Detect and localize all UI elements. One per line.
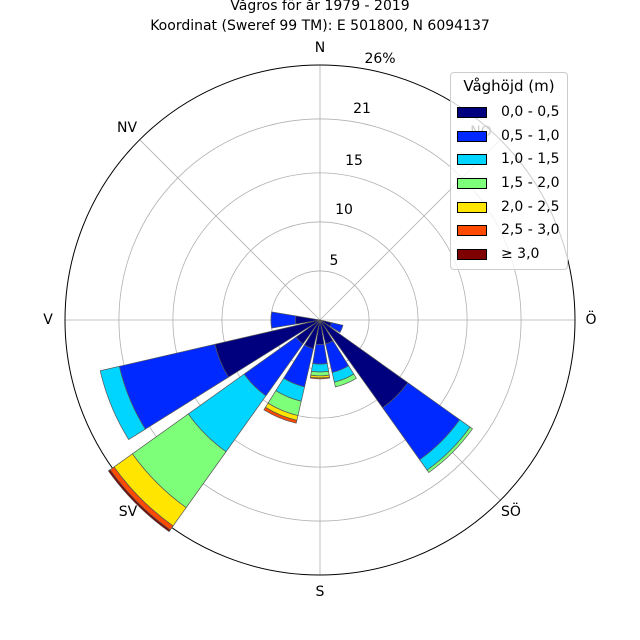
legend-label: 1,0 - 1,5 xyxy=(501,151,560,167)
chart-subtitle: Koordinat (Sweref 99 TM): E 501800, N 60… xyxy=(150,18,490,34)
legend-item: 2,0 - 2,5 xyxy=(457,199,567,219)
legend-label: 1,5 - 2,0 xyxy=(501,175,560,191)
grid-spoke xyxy=(139,139,321,321)
legend-item: ≥ 3,0 xyxy=(457,246,567,266)
rose-bar-segment xyxy=(107,469,171,533)
direction-label: SV xyxy=(119,504,138,520)
rose-bar-segment xyxy=(270,311,297,329)
legend-swatch xyxy=(457,202,487,213)
rose-bar-segment xyxy=(333,373,357,388)
outer-circle xyxy=(64,64,576,576)
legend-label: 0,5 - 1,0 xyxy=(501,128,560,144)
legend-label: 0,0 - 0,5 xyxy=(501,104,560,120)
rose-bar-segment xyxy=(309,376,331,380)
rose-bar-segment xyxy=(329,322,344,333)
direction-label: S xyxy=(316,584,325,600)
direction-label: SÖ xyxy=(501,502,521,520)
legend-item: 1,5 - 2,0 xyxy=(457,175,567,195)
legend-swatch xyxy=(457,154,487,165)
direction-label: V xyxy=(43,312,53,328)
legend: Våghöjd (m) 0,0 - 0,5 0,5 - 1,0 1,0 - 1,… xyxy=(450,72,568,270)
legend-title: Våghöjd (m) xyxy=(463,77,555,95)
rose-bar-segment xyxy=(426,426,473,473)
legend-swatch xyxy=(457,107,487,118)
legend-label: ≥ 3,0 xyxy=(501,246,540,262)
legend-item: 0,5 - 1,0 xyxy=(457,128,567,148)
legend-item: 2,5 - 3,0 xyxy=(457,222,567,242)
rose-bar-segment xyxy=(312,343,328,365)
rose-bar-segment xyxy=(263,406,298,424)
radial-tick-label: 26% xyxy=(364,51,395,67)
rose-bar-segment xyxy=(311,363,329,373)
legend-item: 1,0 - 1,5 xyxy=(457,151,567,171)
radial-tick-label: 5 xyxy=(330,253,339,269)
legend-label: 2,0 - 2,5 xyxy=(501,199,560,215)
legend-swatch xyxy=(457,131,487,142)
direction-label: N xyxy=(315,40,325,56)
legend-swatch xyxy=(457,225,487,236)
legend-swatch xyxy=(457,249,487,260)
radial-tick-label: 21 xyxy=(353,101,371,117)
direction-label: NV xyxy=(117,120,137,136)
radial-tick-label: 10 xyxy=(335,202,353,218)
rose-bar-segment xyxy=(99,365,146,441)
radial-tick-label: 15 xyxy=(345,153,363,169)
direction-label: Ö xyxy=(585,310,596,328)
chart-title: Vågros för år 1979 - 2019 xyxy=(230,0,410,14)
legend-item: 0,0 - 0,5 xyxy=(457,104,567,124)
legend-swatch xyxy=(457,178,487,189)
legend-label: 2,5 - 3,0 xyxy=(501,222,560,238)
